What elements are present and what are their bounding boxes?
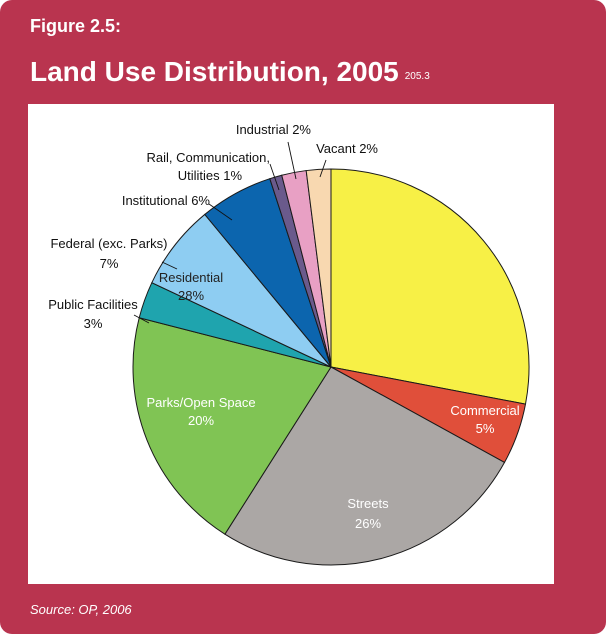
pie-slice-parks-open-space xyxy=(132,317,332,535)
slice-label-residential: Residential xyxy=(159,270,223,285)
leader-line-vacant xyxy=(319,159,327,178)
slice-label-institutional: Institutional 6% xyxy=(122,193,211,208)
figure-title: Land Use Distribution, 2005 xyxy=(30,56,399,87)
slice-label-public-facilities: Public Facilities xyxy=(48,297,138,312)
slice-value-parks-open-space: 20% xyxy=(188,413,214,428)
leader-line-rail-communication-utilities xyxy=(269,163,280,191)
slice-label-parks-open-space: Parks/Open Space xyxy=(146,395,255,410)
figure-title-row: Land Use Distribution, 2005 205.3 xyxy=(30,56,430,88)
slice-label-commercial: Commercial xyxy=(450,403,519,418)
leader-line-institutional xyxy=(208,203,233,221)
slice-value-streets: 26% xyxy=(355,516,381,531)
slice-value-public-facilities: 3% xyxy=(84,316,103,331)
pie-slice-residential xyxy=(330,168,530,405)
chart-panel: Residential 28% Commercial 5% Streets 26% Park… xyxy=(28,104,554,584)
slice-label-vacant: Vacant 2% xyxy=(316,141,378,156)
slice-value-rail-communication-utilities: Utilities 1% xyxy=(178,168,243,183)
slice-value-federal-exc-parks: 7% xyxy=(100,256,119,271)
leader-line-industrial xyxy=(287,141,297,180)
leader-line-federal-exc-parks xyxy=(161,261,178,270)
leader-line-public-facilities xyxy=(133,314,150,324)
source-note: Source: OP, 2006 xyxy=(30,602,132,617)
pie-slice-vacant xyxy=(305,168,332,368)
slice-value-commercial: 5% xyxy=(476,421,495,436)
slice-label-federal-exc-parks: Federal (exc. Parks) xyxy=(50,236,167,251)
figure-label: Figure 2.5: xyxy=(30,16,122,36)
slice-label-streets: Streets xyxy=(347,496,389,511)
pie-slice-streets xyxy=(224,366,506,566)
pie-chart: Residential 28% Commercial 5% Streets 26% Park… xyxy=(48,122,530,566)
figure-reference: 205.3 xyxy=(404,71,430,83)
slice-value-residential: 28% xyxy=(178,288,204,303)
slice-label-industrial: Industrial 2% xyxy=(236,122,312,137)
slice-label-rail-communication-utilities: Rail, Communication, xyxy=(146,150,270,165)
